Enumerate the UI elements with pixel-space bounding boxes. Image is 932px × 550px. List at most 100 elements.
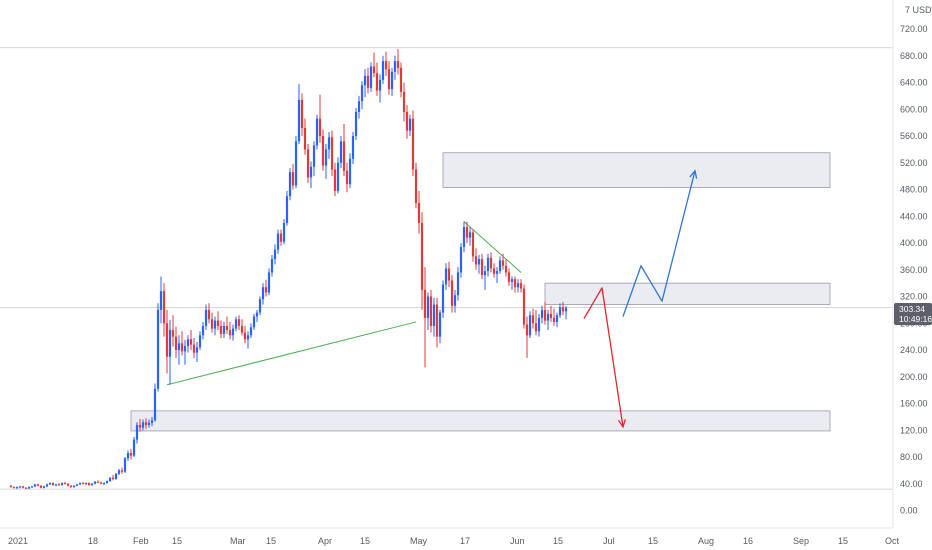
- candle: [444, 263, 448, 290]
- last-price-countdown: 10:49:16: [899, 314, 932, 324]
- candle-body: [144, 422, 148, 425]
- candle-body: [216, 320, 220, 326]
- candle-body: [363, 75, 367, 86]
- candle-body: [246, 335, 250, 340]
- candle-body: [306, 149, 310, 178]
- candle: [525, 316, 529, 359]
- candle: [384, 51, 388, 76]
- candle-body: [186, 339, 190, 346]
- candle: [162, 283, 166, 337]
- candle-body: [318, 118, 322, 137]
- candle-body: [78, 483, 82, 485]
- candle: [522, 284, 526, 329]
- candle-body: [111, 477, 115, 480]
- candle-body: [84, 483, 88, 485]
- candle: [420, 212, 424, 310]
- candle-body: [405, 111, 409, 131]
- candle: [453, 289, 457, 313]
- candle: [342, 123, 346, 177]
- candle-body: [408, 118, 412, 131]
- candle-body: [282, 222, 286, 242]
- candle: [474, 248, 478, 270]
- candle: [435, 297, 439, 348]
- candle-body: [453, 295, 457, 306]
- candle-body: [273, 249, 277, 260]
- candle: [393, 55, 397, 80]
- candle: [126, 450, 130, 462]
- candle: [345, 162, 349, 193]
- candle: [366, 67, 370, 94]
- candle: [246, 331, 250, 349]
- candle-body: [516, 283, 520, 288]
- candle: [423, 267, 427, 368]
- candle: [66, 483, 70, 487]
- zone-0: [442, 152, 831, 188]
- candle: [51, 482, 55, 486]
- price-tick-label: 320.00: [900, 292, 928, 302]
- candle: [252, 313, 256, 330]
- price-tick-label: 80.00: [900, 452, 923, 462]
- candle-body: [330, 137, 334, 170]
- candle-body: [564, 307, 568, 312]
- candle-body: [543, 309, 547, 321]
- candle: [42, 485, 46, 489]
- candle-body: [345, 170, 349, 185]
- candle: [105, 480, 109, 484]
- candle: [114, 473, 118, 480]
- candle-body: [444, 268, 448, 285]
- candle: [45, 483, 49, 488]
- candle: [441, 280, 445, 318]
- candle-body: [420, 222, 424, 290]
- candle-body: [57, 484, 61, 486]
- candle-body: [33, 484, 37, 487]
- candle: [399, 62, 403, 98]
- candle-body: [225, 325, 229, 330]
- candle-body: [375, 73, 379, 91]
- candle-body: [423, 289, 427, 318]
- candle: [9, 485, 13, 488]
- candle: [417, 190, 421, 234]
- candle: [387, 61, 391, 95]
- candle: [201, 321, 205, 340]
- candle-body: [519, 283, 523, 289]
- candle: [186, 335, 190, 353]
- time-axis[interactable]: 2021 18 Feb 15 Mar 15 Apr 15 May 17 Jun 15 Jul 15 Aug 1…: [8, 536, 900, 546]
- time-tick-label: 15: [172, 536, 182, 546]
- candle-body: [240, 325, 244, 333]
- candle-body: [90, 483, 94, 486]
- candle-body: [510, 279, 514, 282]
- candle-body: [237, 319, 241, 326]
- candle: [261, 283, 265, 305]
- candle: [198, 331, 202, 351]
- candle: [408, 114, 412, 137]
- candle: [312, 141, 316, 177]
- candle-body: [426, 296, 430, 318]
- candle: [195, 341, 199, 363]
- candle: [330, 130, 334, 177]
- candle-body: [189, 339, 193, 345]
- last-price-tag: 303.34 10:49:16: [894, 303, 932, 325]
- candle: [99, 481, 103, 485]
- candle: [144, 418, 148, 429]
- candle: [285, 190, 289, 226]
- candle: [414, 162, 418, 209]
- candle-body: [339, 141, 343, 163]
- candle: [216, 311, 220, 330]
- candle-body: [147, 422, 151, 425]
- candle: [546, 309, 550, 330]
- candle-body: [297, 99, 301, 142]
- candle: [30, 485, 34, 488]
- price-tick-label: 160.00: [900, 399, 928, 409]
- candle: [279, 229, 283, 246]
- candle-body: [357, 101, 361, 112]
- candle-body: [42, 486, 46, 488]
- candle: [339, 136, 343, 169]
- time-tick-label: 2021: [8, 536, 28, 546]
- candle-body: [429, 296, 433, 326]
- candle: [498, 256, 502, 274]
- time-tick-label: 15: [648, 536, 658, 546]
- candle: [207, 303, 211, 324]
- candle-body: [168, 329, 172, 357]
- candle-body: [336, 162, 340, 191]
